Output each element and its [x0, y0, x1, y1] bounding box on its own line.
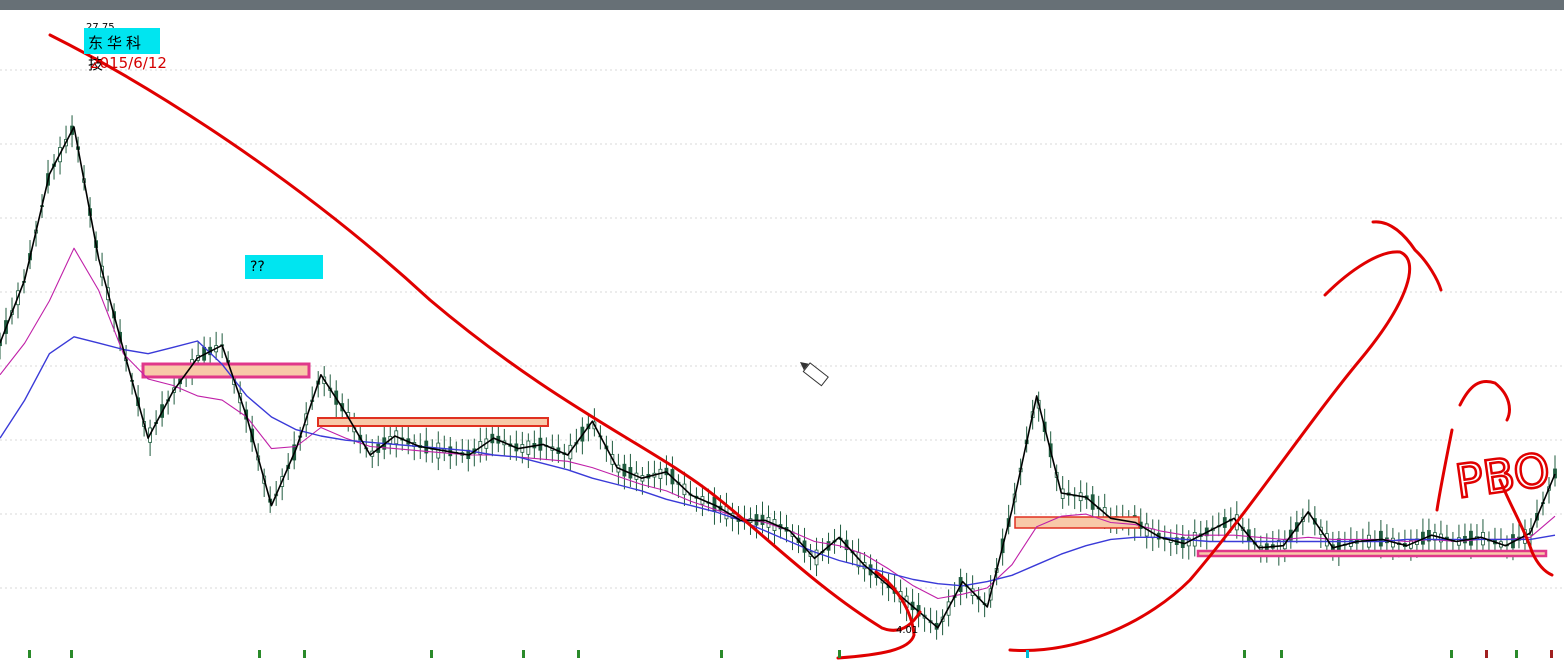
low-price-label: 4.01 [896, 625, 918, 636]
x-tick-9 [1026, 650, 1029, 658]
stock-name-label: 东华科技 [84, 28, 160, 73]
high-price-label: 27.75 [86, 22, 115, 33]
top-toolbar-strip [0, 0, 1564, 10]
highlight-box-2 [317, 417, 549, 427]
ma-short-line [0, 247, 1556, 600]
ma-long-line [0, 336, 1556, 587]
rise-curve [1008, 250, 1412, 652]
handwritten-note: PBO [1452, 442, 1553, 509]
x-tick-7 [720, 650, 723, 658]
x-tick-15 [1550, 650, 1553, 658]
x-axis-ticks [28, 650, 1553, 658]
peak-date-label: 2015/6/12 [90, 54, 167, 72]
x-tick-2 [258, 650, 261, 658]
x-tick-3 [303, 650, 306, 658]
wave-lines [0, 126, 1556, 629]
wave-line [0, 126, 1556, 629]
bottom-arc [836, 570, 916, 660]
x-tick-13 [1485, 650, 1488, 658]
right-drop [1498, 478, 1554, 577]
x-tick-4 [430, 650, 433, 658]
rise-arrowhead [1371, 220, 1443, 292]
resistance-highlights [141, 362, 1548, 558]
stock-name: 东华科技 [88, 34, 146, 73]
moving-averages [0, 247, 1556, 600]
highlight-box-3 [1014, 516, 1140, 529]
trend-down-line [48, 33, 922, 632]
highlight-box-1 [141, 362, 311, 379]
annotation-text: ?? [250, 259, 265, 275]
x-tick-6 [577, 650, 580, 658]
right-curve [1458, 380, 1511, 422]
annotation-box: ?? [245, 255, 323, 279]
right-curve-tail [1435, 428, 1454, 512]
candle-body-259 [1553, 468, 1557, 479]
x-tick-1 [70, 650, 73, 658]
x-tick-14 [1515, 650, 1518, 658]
x-tick-5 [522, 650, 525, 658]
x-tick-11 [1280, 650, 1283, 658]
x-tick-10 [1243, 650, 1246, 658]
highlight-box-4 [1196, 549, 1548, 558]
x-tick-12 [1450, 650, 1453, 658]
hand-drawn-annotations: PBO [48, 33, 1555, 660]
x-tick-0 [28, 650, 31, 658]
x-tick-8 [838, 650, 841, 658]
gridlines [0, 69, 1564, 589]
